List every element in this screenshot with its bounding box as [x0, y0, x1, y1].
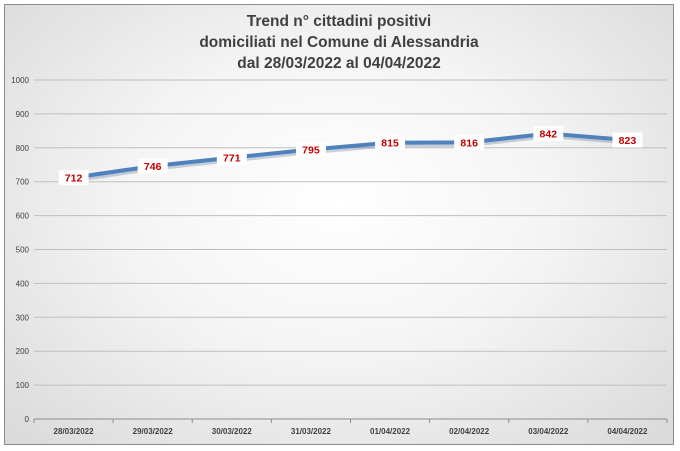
data-label-box: [533, 126, 564, 142]
data-label-box: [216, 150, 247, 166]
data-label-box: [454, 134, 485, 150]
y-tick-label: 100: [16, 381, 30, 390]
data-label: 795: [302, 144, 320, 156]
chart-title-line-1: Trend n° cittadini positivi: [246, 13, 432, 30]
x-tick-label: 28/03/2022: [54, 427, 95, 436]
data-label-box: [375, 135, 406, 151]
data-label-box: [295, 141, 326, 157]
x-tick-label: 31/03/2022: [291, 427, 332, 436]
data-label: 712: [65, 173, 83, 185]
chart-title-line-3: dal 28/03/2022 al 04/04/2022: [237, 55, 441, 72]
x-tick-label: 29/03/2022: [133, 427, 174, 436]
y-tick-label: 600: [16, 212, 30, 221]
data-label: 842: [540, 129, 558, 141]
y-tick-label: 0: [25, 415, 30, 424]
line-chart: 0 100 200 300 400 500 600 700 800 900 1000 28/03/20…: [11, 76, 668, 436]
data-label: 816: [460, 137, 478, 149]
y-tick-label: 900: [16, 110, 30, 119]
x-tick-label: 02/04/2022: [449, 427, 490, 436]
y-tick-label: 400: [16, 279, 30, 288]
data-label: 771: [223, 153, 241, 165]
data-label: 823: [619, 135, 637, 147]
data-label-box: [58, 170, 89, 186]
chart-title: Trend n° cittadini positivi domiciliati …: [5, 11, 673, 74]
data-label-box: [612, 132, 643, 148]
y-tick-label: 500: [16, 246, 30, 255]
data-label-box: [137, 158, 168, 174]
chart-frame: Trend n° cittadini positivi domiciliati …: [4, 4, 674, 445]
data-label: 746: [144, 161, 162, 173]
chart-title-line-2: domiciliati nel Comune di Alessandria: [199, 34, 479, 51]
data-label: 815: [381, 138, 399, 150]
x-tick-label: 03/04/2022: [528, 427, 569, 436]
y-tick-label: 200: [16, 347, 30, 356]
y-tick-label: 800: [16, 144, 30, 153]
y-tick-label: 1000: [11, 76, 29, 85]
y-tick-label: 700: [16, 178, 30, 187]
x-tick-label: 04/04/2022: [607, 427, 648, 436]
y-tick-label: 300: [16, 313, 30, 322]
x-tick-label: 30/03/2022: [212, 427, 253, 436]
x-tick-label: 01/04/2022: [370, 427, 411, 436]
